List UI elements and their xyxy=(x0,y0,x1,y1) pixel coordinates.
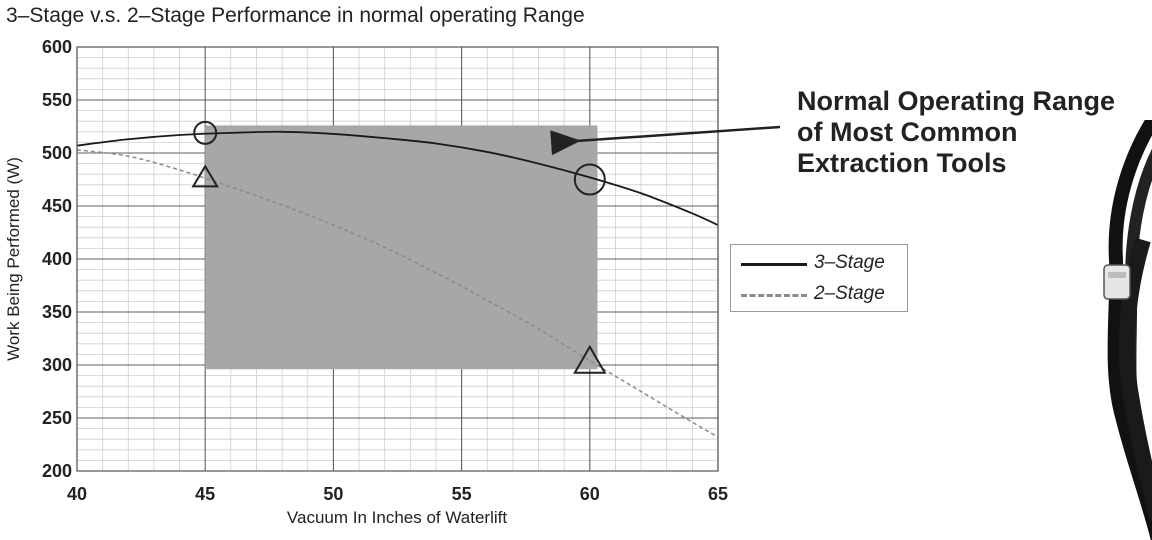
annotation-line: of Most Common xyxy=(797,117,1018,147)
chart-title: 3–Stage v.s. 2–Stage Performance in norm… xyxy=(6,4,585,27)
annotation-arrow xyxy=(550,125,781,156)
plot-frame xyxy=(76,46,719,472)
legend: 3–Stage 2–Stage xyxy=(730,244,908,312)
legend-swatch-dashed xyxy=(741,294,807,297)
chart: 40 45 50 55 60 65200250300350400450500550600 … xyxy=(4,37,781,527)
series-line xyxy=(76,130,719,226)
legend-item-3-stage: 3–Stage xyxy=(731,252,907,276)
operating-range-region xyxy=(205,125,598,370)
y-axis-label: Work Being Performed (W) xyxy=(4,157,23,361)
axis-tick-labels: 40 45 50 55 60 65 200 250 300 350 400 450 500 550 600 xyxy=(42,37,728,504)
triangle-marker xyxy=(573,344,607,374)
x-tick-label: 40 xyxy=(67,484,87,504)
vacuum-hose-photo xyxy=(1103,120,1152,540)
series-line xyxy=(76,149,719,438)
triangle-marker xyxy=(191,164,219,188)
x-tick-label: 65 xyxy=(708,484,728,504)
y-tick-label: 550 xyxy=(42,90,72,110)
legend-label: 3–Stage xyxy=(814,252,885,273)
operating-range-annotation: Normal Operating Range of Most Common Ex… xyxy=(797,86,1115,179)
x-tick-label: 45 xyxy=(195,484,215,504)
series-lines xyxy=(76,130,719,438)
legend-item-2-stage: 2–Stage xyxy=(731,283,907,307)
y-tick-label: 200 xyxy=(42,461,72,481)
x-axis-label: Vacuum In Inches of Waterlift xyxy=(287,508,507,527)
y-tick-label: 250 xyxy=(42,408,72,428)
y-tick-label: 400 xyxy=(42,249,72,269)
y-tick-label: 500 xyxy=(42,143,72,163)
x-tick-label: 55 xyxy=(452,484,472,504)
y-tick-label: 300 xyxy=(42,355,72,375)
legend-label: 2–Stage xyxy=(814,283,885,304)
annotation-line: Normal Operating Range xyxy=(797,86,1116,116)
y-tick-label: 350 xyxy=(42,302,72,322)
x-tick-label: 50 xyxy=(323,484,343,504)
y-tick-label: 450 xyxy=(42,196,72,216)
circle-marker xyxy=(573,163,606,196)
y-tick-label: 600 xyxy=(42,37,72,57)
x-tick-label: 60 xyxy=(580,484,600,504)
legend-swatch-solid xyxy=(741,263,807,266)
point-markers xyxy=(191,120,607,374)
circle-marker xyxy=(193,120,218,145)
annotation-line: Extraction Tools xyxy=(797,148,1007,178)
